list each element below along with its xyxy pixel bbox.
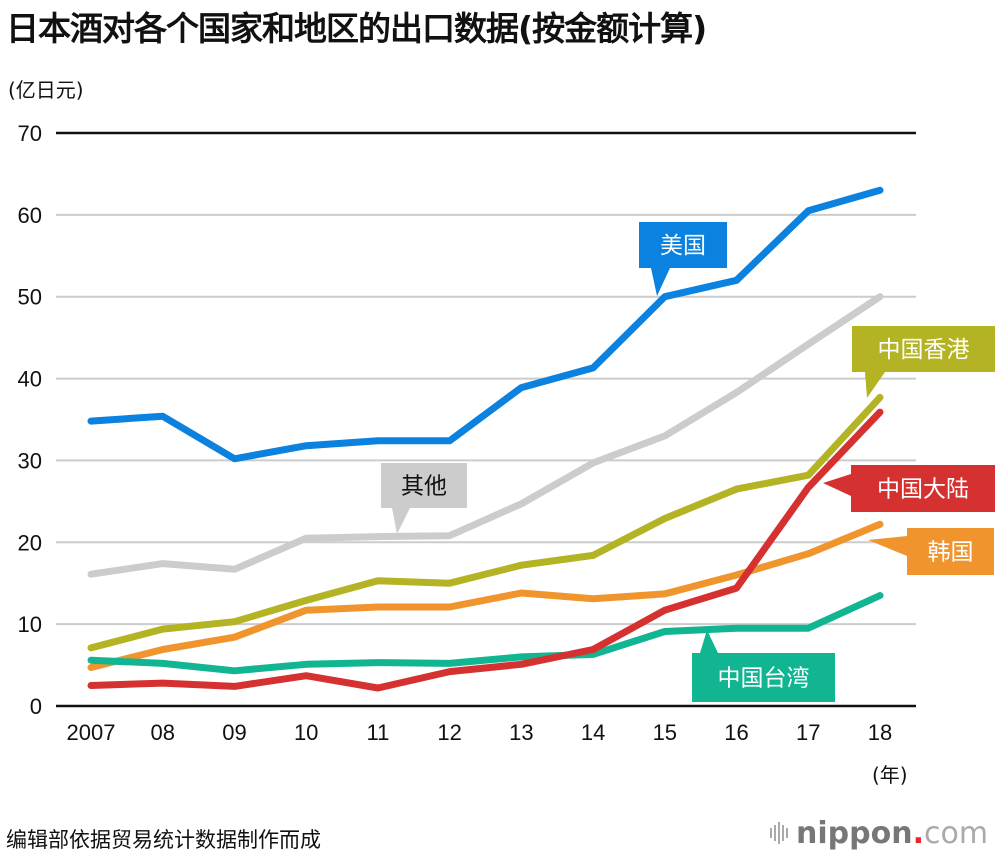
x-tick-label: 08 — [150, 720, 174, 745]
logo-brand: nippon — [796, 815, 913, 851]
x-tick-label: 09 — [222, 720, 246, 745]
series-label: 美国 — [639, 222, 727, 296]
logo-tld: com — [923, 815, 989, 851]
callout-box — [907, 528, 994, 575]
callout-pointer — [865, 372, 885, 398]
logo-dot: . — [912, 815, 924, 851]
series-label: 其他 — [381, 463, 467, 534]
x-tick-label: 15 — [653, 720, 677, 745]
series-label: 中国大陆 — [823, 465, 995, 512]
callout-box — [851, 465, 995, 512]
series-line — [87, 592, 884, 675]
x-tick-label: 2007 — [67, 720, 116, 745]
series-line — [87, 293, 884, 578]
x-tick-label: 13 — [509, 720, 533, 745]
source-note: 编辑部依据贸易统计数据制作而成 — [6, 828, 321, 852]
series-label: 中国香港 — [852, 326, 995, 398]
callout-pointer — [651, 268, 670, 296]
y-tick-label: 60 — [18, 203, 42, 228]
y-tick-labels: 0 10 20 30 40 50 60 70 — [18, 121, 42, 719]
x-tick-label: 18 — [868, 720, 892, 745]
callout-box — [852, 326, 995, 372]
x-tick-label: 16 — [724, 720, 748, 745]
series-line — [87, 520, 884, 671]
callout-text: 美国 — [660, 233, 706, 259]
callout-text: 其他 — [401, 474, 447, 500]
x-tick-label: 12 — [437, 720, 461, 745]
series-label: 中国台湾 — [692, 630, 835, 702]
series-line — [87, 186, 884, 463]
series-label: 韩国 — [868, 528, 994, 575]
y-axis-unit-label: (亿日元) — [8, 78, 84, 102]
y-tick-label: 20 — [18, 530, 42, 555]
callout-box — [692, 653, 835, 702]
chart-title: 日本酒对各个国家和地区的出口数据(按金额计算) — [6, 9, 707, 48]
callout-pointer — [823, 474, 851, 496]
y-tick-label: 30 — [18, 448, 42, 473]
soundwave-bars-icon — [770, 822, 788, 844]
x-axis-unit-label: (年) — [872, 763, 908, 787]
callout-text: 韩国 — [928, 540, 974, 566]
callout-box — [381, 463, 467, 508]
callout-text: 中国台湾 — [718, 666, 810, 692]
y-tick-label: 50 — [18, 285, 42, 310]
callout-box — [639, 222, 727, 268]
series-line — [87, 393, 884, 652]
x-tick-label: 14 — [581, 720, 605, 745]
y-tick-label: 70 — [18, 121, 42, 146]
x-tick-labels: 2007 08 09 10 11 12 13 14 15 16 17 18 — [67, 720, 893, 745]
y-tick-label: 10 — [18, 612, 42, 637]
callout-pointer — [868, 536, 907, 556]
nippon-logo[interactable]: nippon. com — [770, 813, 988, 853]
y-tick-label: 40 — [18, 367, 42, 392]
gridlines — [56, 131, 916, 708]
series-lines — [87, 186, 884, 692]
callout-text: 中国大陆 — [877, 477, 969, 503]
series-line — [87, 408, 884, 692]
x-tick-label: 17 — [796, 720, 820, 745]
callout-pointer — [392, 508, 410, 534]
y-tick-label: 0 — [30, 694, 42, 719]
callout-pointer — [700, 630, 718, 653]
callout-text: 中国香港 — [878, 337, 970, 363]
x-tick-label: 10 — [294, 720, 318, 745]
x-tick-label: 11 — [366, 720, 389, 745]
